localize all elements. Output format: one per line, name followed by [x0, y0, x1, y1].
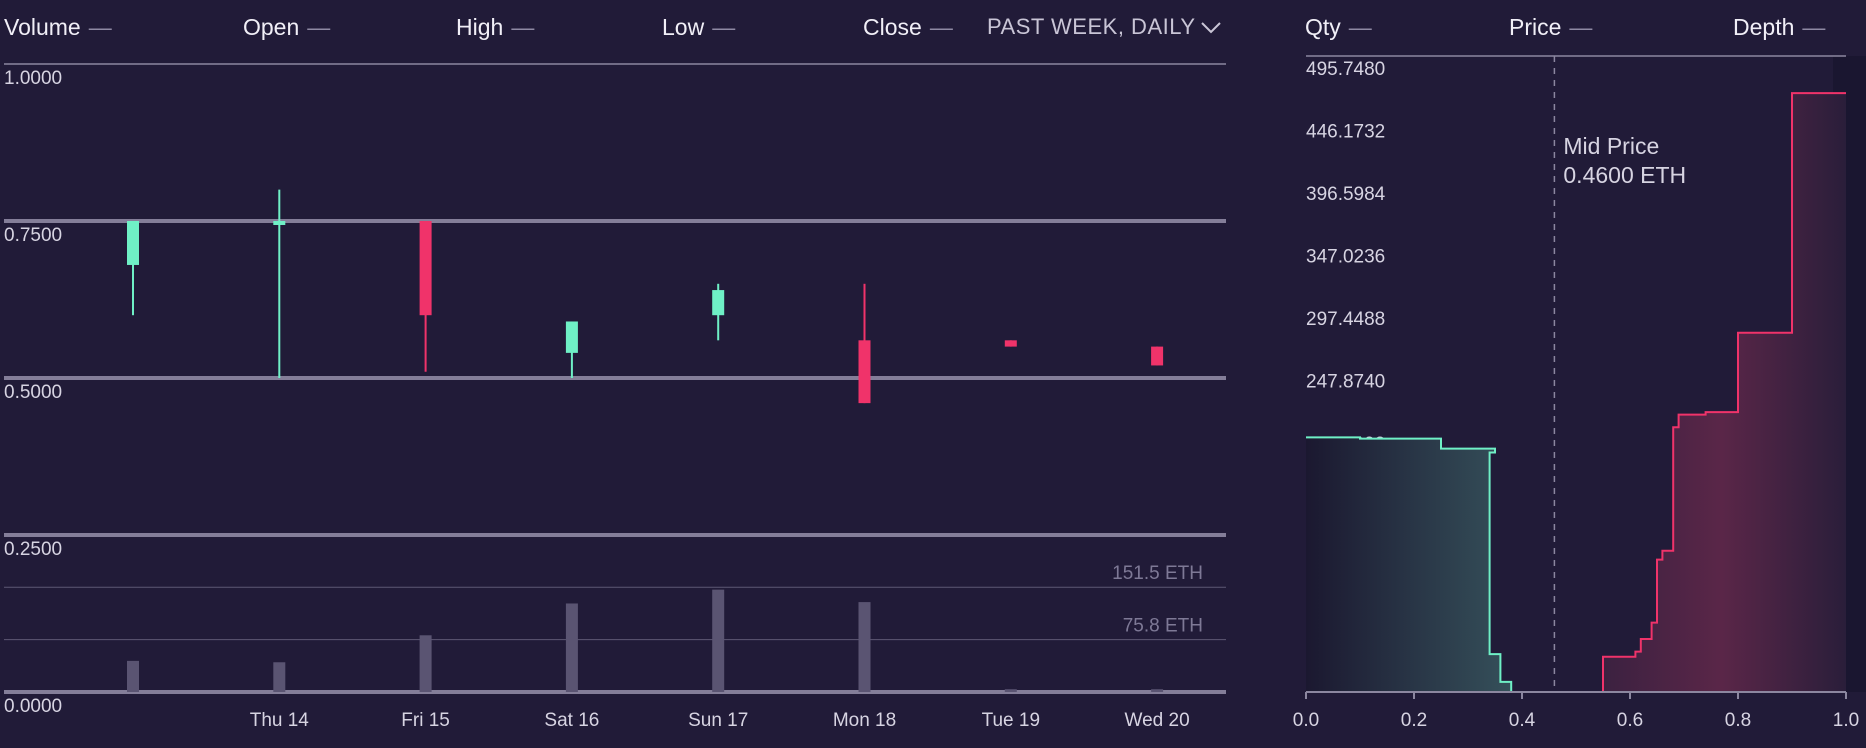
depth-price-tick-label: 0.8 [1725, 710, 1751, 731]
close-value: — [929, 14, 953, 40]
depth-price-tick-label: 0.2 [1401, 710, 1427, 731]
price-tick-label: 0.2500 [4, 539, 62, 560]
header-price[interactable]: Price — [1509, 14, 1593, 40]
candle-up [712, 290, 725, 316]
date-tick-label: Thu 14 [250, 710, 310, 731]
volume-reference-label: 75.8 ETH [1123, 616, 1203, 637]
candle-up [273, 221, 286, 225]
depth-price-tick-label: 0.6 [1617, 710, 1643, 731]
candle-down [419, 221, 432, 316]
depth-qty-tick-label: 446.1732 [1306, 122, 1385, 143]
depth-value: — [1802, 14, 1826, 40]
volume-value: — [88, 14, 112, 40]
volume-bar [565, 603, 578, 692]
header-open[interactable]: Open — [243, 14, 331, 40]
price-tick-label: 1.0000 [4, 68, 62, 89]
depth-price-tick-label: 0.4 [1509, 710, 1536, 731]
period-selector[interactable]: PAST WEEK, DAILY [987, 14, 1222, 40]
volume-bar [1151, 689, 1164, 692]
candle-up [127, 221, 139, 265]
bid-area [1306, 437, 1512, 692]
price-tick-label: 0.5000 [4, 382, 62, 403]
date-tick-label: Mon 18 [833, 710, 896, 731]
price-tick-label: 0.7500 [4, 225, 62, 246]
volume-bar [127, 660, 139, 692]
header-volume[interactable]: Volume — [4, 14, 112, 40]
date-tick-label: Sat 16 [544, 710, 599, 731]
depth-chart: 495.7480 446.1732 396.5984 347.0236 297.4488… [1293, 55, 1866, 731]
depth-qty-tick-label: 347.0236 [1306, 247, 1385, 268]
depth-qty-tick-label: 247.8740 [1306, 372, 1385, 393]
qty-value: — [1348, 14, 1372, 40]
chevron-down-icon [1200, 22, 1221, 34]
volume-bar [1004, 689, 1017, 692]
ask-line [1597, 92, 1846, 693]
header-qty[interactable]: Qty — [1305, 14, 1372, 40]
volume-bar [273, 662, 286, 692]
depth-qty-tick-label: 297.4488 [1306, 309, 1385, 330]
low-value: — [712, 14, 736, 40]
volume-bar [858, 602, 871, 692]
price-value: — [1569, 14, 1593, 40]
date-tick-label: Wed 20 [1125, 710, 1190, 731]
depth-price-tick-label: 0.0 [1293, 710, 1319, 731]
date-tick-label: Fri 15 [401, 710, 450, 731]
candle-down [858, 340, 871, 404]
volume-bar [712, 589, 725, 692]
volume-reference-label: 151.5 ETH [1112, 563, 1203, 584]
ohlc-chart: 1.0000 0.7500 0.5000 0.2500 0.0000 151.5 ETH 7… [4, 63, 1226, 731]
volume-bar [419, 635, 432, 692]
mid-price-value: 0.4600 ETH [1563, 162, 1686, 188]
header-close[interactable]: Close — [863, 14, 953, 40]
bid-line [1306, 436, 1513, 692]
price-tick-label: 0.0000 [4, 696, 62, 717]
depth-qty-tick-label: 495.7480 [1306, 59, 1385, 80]
depth-price-tick-label: 1.0 [1833, 710, 1859, 731]
period-selector-label: PAST WEEK, DAILY [987, 14, 1196, 39]
candle-down [1004, 340, 1017, 347]
candle-up [565, 321, 578, 353]
candle-down [1151, 346, 1164, 366]
header-high[interactable]: High — [456, 14, 535, 40]
open-value: — [307, 14, 331, 40]
high-value: — [511, 14, 535, 40]
header-low[interactable]: Low — [662, 14, 736, 40]
date-tick-label: Tue 19 [982, 710, 1040, 731]
date-tick-label: Sun 17 [688, 710, 748, 731]
header-depth[interactable]: Depth — [1733, 14, 1826, 40]
depth-qty-tick-label: 396.5984 [1306, 184, 1386, 205]
ask-area [1597, 93, 1846, 692]
mid-price-label: Mid Price [1563, 133, 1659, 159]
